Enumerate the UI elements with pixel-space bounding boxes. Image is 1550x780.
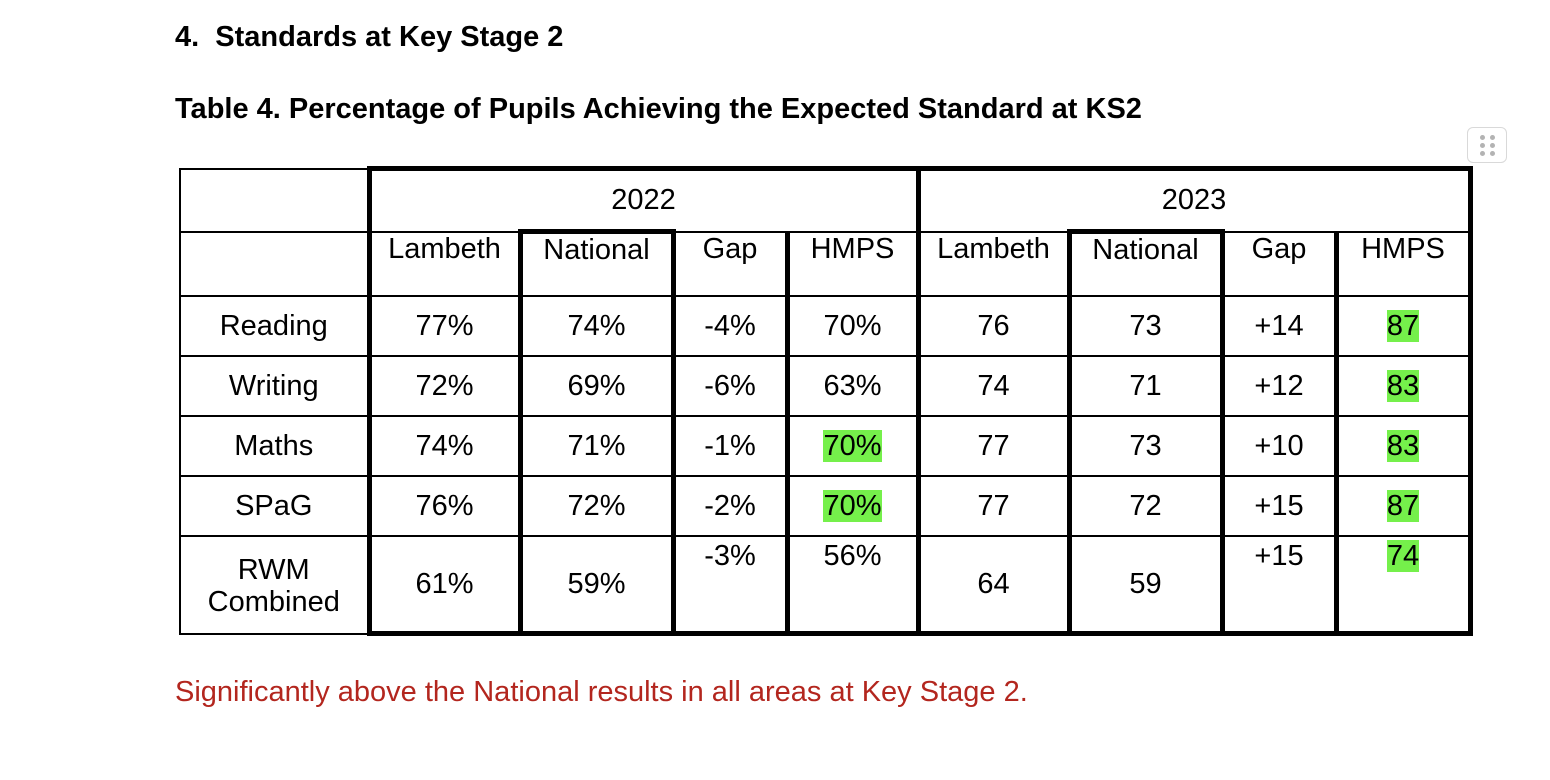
cell-lambeth-2022: 61% (366, 534, 521, 636)
row-label: Maths (179, 414, 370, 477)
cell-hmps-2022: 70% (784, 474, 921, 537)
cell-gap-2022: -4% (672, 294, 788, 357)
cell-gap-2022: -6% (672, 354, 788, 417)
cell-gap-2022: -3% (672, 534, 788, 636)
column-header-row: Lambeth National Gap HMPS Lambeth Nation… (179, 229, 1473, 297)
cell-hmps-2022: 70% (784, 294, 921, 357)
row-label: Reading (179, 294, 370, 357)
highlighted-value: 70% (823, 429, 882, 462)
cell-hmps-2022: 56% (784, 534, 921, 636)
cell-lambeth-2022: 77% (366, 294, 521, 357)
row-label: Writing (179, 354, 370, 417)
highlighted-value: 74 (1386, 539, 1420, 572)
cell-gap-2023: +15 (1221, 474, 1337, 537)
table-row: Maths 74% 71% -1% 70% 77 73 +10 83 (179, 414, 1473, 477)
cell-national-2022: 59% (517, 534, 676, 636)
highlighted-value: 87 (1386, 489, 1420, 522)
table-row: Writing 72% 69% -6% 63% 74 71 +12 83 (179, 354, 1473, 417)
table-row: SPaG 76% 72% -2% 70% 77 72 +15 87 (179, 474, 1473, 537)
cell-lambeth-2023: 77 (915, 474, 1070, 537)
cell-national-2023: 71 (1066, 354, 1225, 417)
corner-cell (179, 230, 370, 297)
row-label-line1: RWM (237, 553, 310, 586)
cell-national-2022: 74% (517, 294, 676, 357)
cell-lambeth-2023: 74 (915, 354, 1070, 417)
corner-cell (179, 167, 370, 233)
year-header-row: 2022 2023 (179, 166, 1473, 233)
col-header-gap-2023: Gap (1221, 230, 1337, 297)
cell-gap-2023: +15 (1221, 534, 1337, 636)
table-row: RWM Combined 61% 59% -3% 56% 64 59 +15 74 (179, 534, 1473, 636)
row-label: SPaG (179, 474, 370, 537)
cell-gap-2023: +14 (1221, 294, 1337, 357)
year-2022-header: 2022 (366, 166, 921, 233)
highlighted-value: 83 (1386, 369, 1420, 402)
cell-hmps-2023: 87 (1333, 474, 1473, 537)
highlighted-value: 87 (1386, 309, 1420, 342)
col-header-lambeth-2023: Lambeth (915, 230, 1070, 297)
cell-gap-2023: +12 (1221, 354, 1337, 417)
grip-dots-icon[interactable] (1467, 127, 1507, 163)
cell-hmps-2023: 87 (1333, 294, 1473, 357)
summary-note: Significantly above the National results… (175, 676, 1028, 708)
cell-national-2023: 73 (1066, 414, 1225, 477)
cell-hmps-2023: 83 (1333, 414, 1473, 477)
cell-national-2022: 71% (517, 414, 676, 477)
year-2023-header: 2023 (915, 166, 1473, 233)
table-caption: Table 4. Percentage of Pupils Achieving … (175, 93, 1142, 125)
cell-hmps-2023: 83 (1333, 354, 1473, 417)
col-header-national-2023: National (1066, 229, 1225, 297)
ks2-results-table: 2022 2023 Lambeth National Gap HMPS Lamb… (179, 166, 1473, 636)
cell-national-2022: 69% (517, 354, 676, 417)
cell-national-2023: 72 (1066, 474, 1225, 537)
cell-lambeth-2022: 74% (366, 414, 521, 477)
col-header-hmps-2022: HMPS (784, 230, 921, 297)
cell-national-2022: 72% (517, 474, 676, 537)
row-label-line2: Combined (207, 585, 340, 618)
cell-gap-2022: -1% (672, 414, 788, 477)
highlighted-value: 83 (1386, 429, 1420, 462)
cell-gap-2023: +10 (1221, 414, 1337, 477)
highlighted-value: 70% (823, 489, 882, 522)
cell-national-2023: 59 (1066, 534, 1225, 636)
cell-lambeth-2023: 76 (915, 294, 1070, 357)
col-header-hmps-2023: HMPS (1333, 230, 1473, 297)
cell-lambeth-2023: 77 (915, 414, 1070, 477)
cell-lambeth-2022: 72% (366, 354, 521, 417)
col-header-lambeth-2022: Lambeth (366, 230, 521, 297)
col-header-national-2022: National (517, 229, 676, 297)
section-heading: 4. Standards at Key Stage 2 (175, 21, 564, 53)
cell-hmps-2023: 74 (1333, 534, 1473, 636)
table-row: Reading 77% 74% -4% 70% 76 73 +14 87 (179, 294, 1473, 357)
cell-gap-2022: -2% (672, 474, 788, 537)
cell-hmps-2022: 63% (784, 354, 921, 417)
col-header-gap-2022: Gap (672, 230, 788, 297)
cell-lambeth-2022: 76% (366, 474, 521, 537)
cell-hmps-2022: 70% (784, 414, 921, 477)
row-label: RWM Combined (179, 534, 370, 635)
cell-national-2023: 73 (1066, 294, 1225, 357)
cell-lambeth-2023: 64 (915, 534, 1070, 636)
